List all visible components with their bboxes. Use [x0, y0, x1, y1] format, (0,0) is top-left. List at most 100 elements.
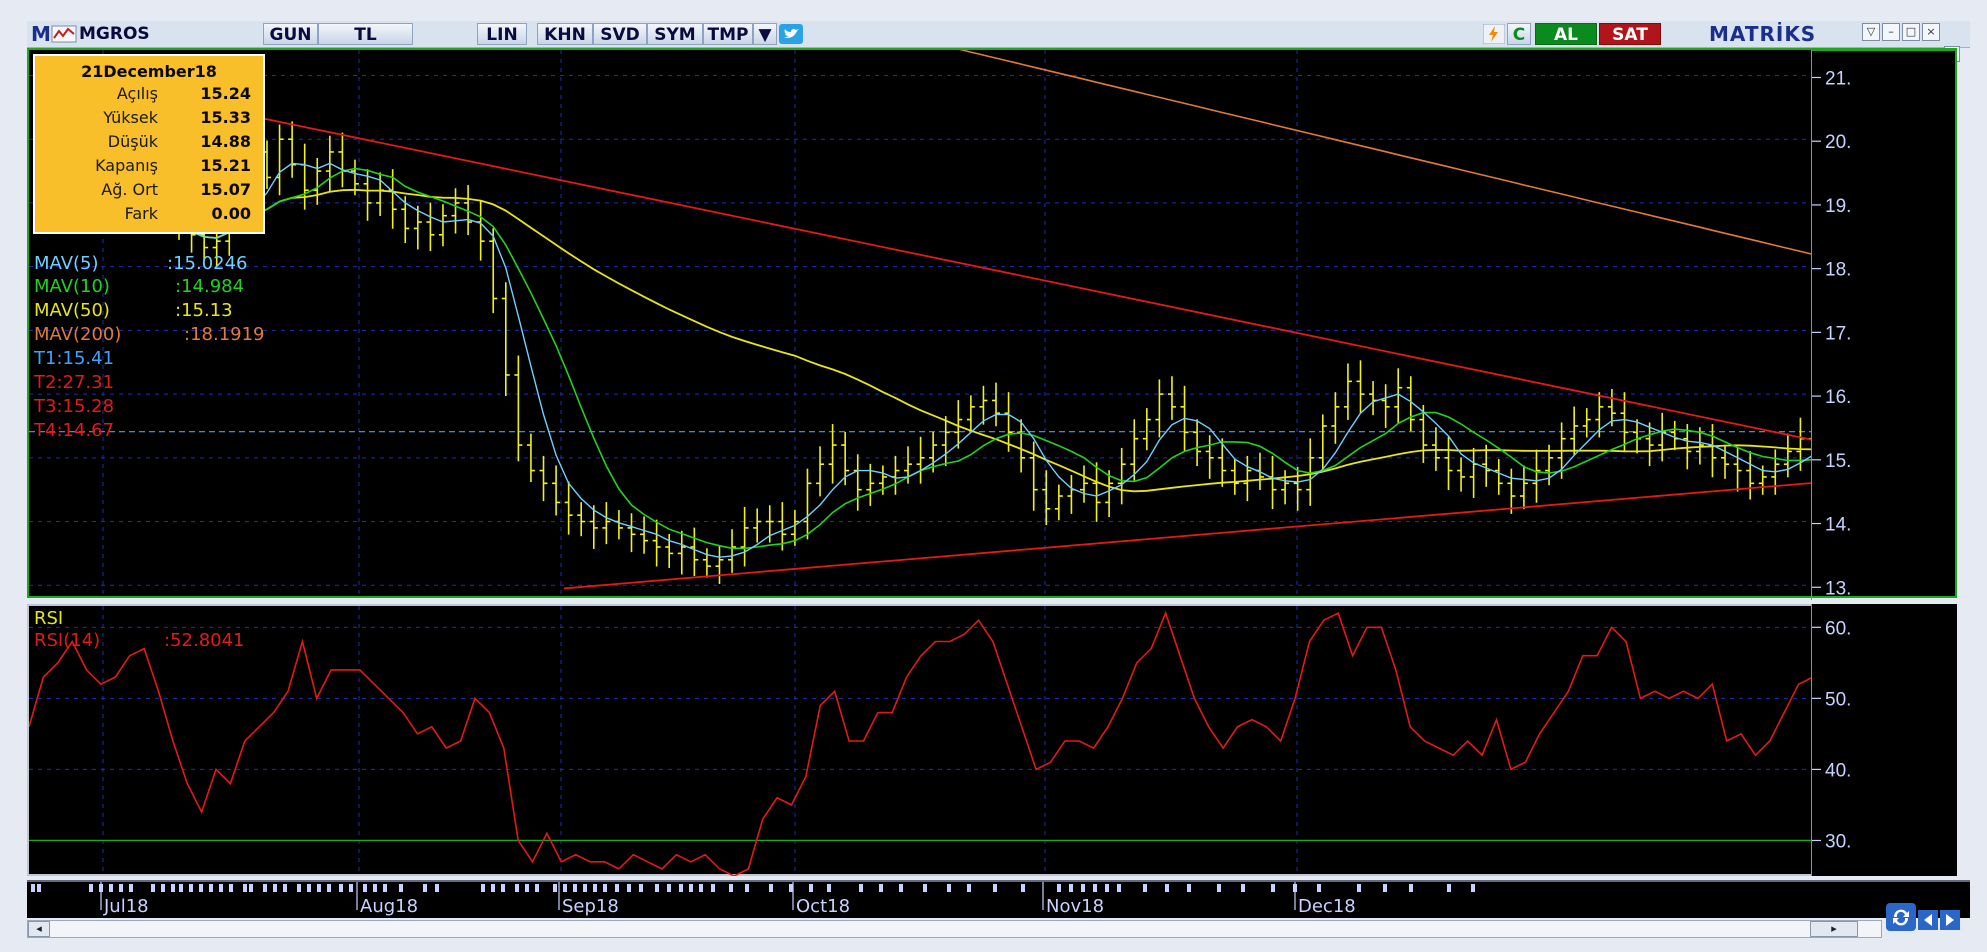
date-tick	[553, 884, 557, 892]
date-tick	[179, 884, 183, 892]
horizontal-scrollbar[interactable]: ◂ ▸	[27, 920, 1882, 938]
date-tick	[383, 884, 387, 892]
date-axis[interactable]: Jul18 Aug18 Sep18 Oct18 Nov18 Dec18	[27, 880, 1970, 918]
date-tick	[1187, 884, 1191, 892]
price-tick-label: 15.	[1825, 451, 1851, 472]
date-tick	[1093, 884, 1097, 892]
date-tick	[249, 884, 253, 892]
date-tick	[1021, 884, 1025, 892]
rsi-axis: 60. 50. 40. 30.	[1811, 604, 1851, 876]
refresh-icon[interactable]: C	[1507, 23, 1531, 45]
price-scale[interactable]: 21. 20. 19. 18. 17. 16. 15. 14. 13.	[1811, 48, 1957, 600]
date-tick	[1081, 884, 1085, 892]
date-tick	[525, 884, 529, 892]
date-tick	[535, 884, 539, 892]
scroll-left-icon[interactable]: ◂	[28, 921, 50, 937]
date-tick	[615, 884, 619, 892]
chart-type-icon[interactable]	[51, 24, 77, 44]
legend-mav10-value: :14.984	[175, 276, 245, 297]
date-tick	[1409, 884, 1413, 892]
legend-t1: T1:15.41	[34, 348, 115, 369]
minimize-icon[interactable]: –	[1882, 23, 1900, 41]
price-pane[interactable]	[27, 48, 1865, 598]
date-tick	[1069, 884, 1073, 892]
info-row-close: Kapanış 15.21	[95, 156, 251, 175]
mav10-line	[178, 167, 1814, 550]
date-tick	[679, 884, 683, 892]
month-label: Jul18	[103, 896, 149, 917]
date-tick	[297, 884, 301, 892]
info-row-change: Fark 0.00	[124, 204, 251, 223]
date-tick	[339, 884, 343, 892]
dropdown-arrow-icon[interactable]: ▼	[753, 23, 777, 45]
date-tick	[827, 884, 831, 892]
date-tick	[229, 884, 233, 892]
legend-mav5-value: :15.0246	[167, 253, 248, 274]
period-button[interactable]: GUN	[263, 23, 318, 45]
date-tick	[879, 884, 883, 892]
lightning-icon[interactable]	[1483, 24, 1505, 44]
date-tick	[563, 884, 567, 892]
date-tick	[689, 884, 693, 892]
matriks-m-logo[interactable]: M	[31, 22, 51, 46]
month-label: Oct18	[796, 896, 850, 917]
date-tick	[171, 884, 175, 892]
date-axis-svg: Jul18 Aug18 Sep18 Oct18 Nov18 Dec18	[27, 880, 1970, 917]
maximize-icon[interactable]: □	[1902, 23, 1920, 41]
date-tick	[1057, 884, 1061, 892]
date-tick	[1217, 884, 1221, 892]
date-tick	[1241, 884, 1245, 892]
date-tick	[501, 884, 505, 892]
menu-dropdown-icon[interactable]: ▽	[1862, 23, 1880, 41]
date-tick	[655, 884, 659, 892]
currency-button[interactable]: TL	[318, 23, 413, 45]
buy-button[interactable]: AL	[1535, 23, 1597, 45]
date-tick	[263, 884, 267, 892]
price-tick-label: 20.	[1825, 132, 1851, 153]
date-tick	[593, 884, 597, 892]
sync-icon[interactable]	[1886, 903, 1916, 931]
price-tick-label: 14.	[1825, 515, 1851, 536]
date-tick	[1471, 884, 1475, 892]
date-tick	[349, 884, 353, 892]
price-tick-label: 19.	[1825, 196, 1851, 217]
date-tick	[161, 884, 165, 892]
khn-button[interactable]: KHN	[537, 23, 593, 45]
date-tick	[243, 884, 247, 892]
tmp-button[interactable]: TMP	[703, 23, 753, 45]
rsi-pane[interactable]	[27, 604, 1865, 876]
sell-button[interactable]: SAT	[1599, 23, 1661, 45]
legend-mav50-value: :15.13	[175, 300, 233, 321]
symbol-label[interactable]: MGROS	[79, 24, 150, 44]
date-tick	[129, 884, 133, 892]
date-tick	[209, 884, 213, 892]
month-label: Dec18	[1298, 896, 1356, 917]
close-icon[interactable]: ×	[1922, 23, 1940, 41]
rsi-tick-label: 30.	[1825, 831, 1851, 852]
rsi-scale[interactable]: 60. 50. 40. 30.	[1811, 604, 1957, 876]
legend-mav10: MAV(10)	[34, 276, 110, 297]
rsi-tick-label: 50.	[1825, 689, 1851, 710]
sym-button[interactable]: SYM	[647, 23, 703, 45]
rsi-chart	[29, 606, 1815, 876]
prev-arrow-icon[interactable]	[1918, 910, 1938, 930]
date-tick	[993, 884, 997, 892]
date-tick	[789, 884, 793, 892]
date-tick	[373, 884, 377, 892]
rsi-legend-label: RSI(14)	[34, 630, 101, 651]
scroll-thumb[interactable]: ▸	[1810, 921, 1858, 937]
month-label: Nov18	[1046, 896, 1104, 917]
rsi-title: RSI	[34, 608, 64, 629]
date-tick	[1105, 884, 1109, 892]
date-tick	[603, 884, 607, 892]
date-tick	[859, 884, 863, 892]
date-tick	[809, 884, 813, 892]
month-label: Sep18	[562, 896, 619, 917]
svd-button[interactable]: SVD	[593, 23, 647, 45]
mav50-line	[178, 188, 1814, 493]
linear-button[interactable]: LIN	[477, 23, 527, 45]
twitter-icon[interactable]	[779, 24, 803, 44]
next-arrow-icon[interactable]	[1940, 910, 1960, 930]
date-tick	[491, 884, 495, 892]
date-tick	[435, 884, 439, 892]
